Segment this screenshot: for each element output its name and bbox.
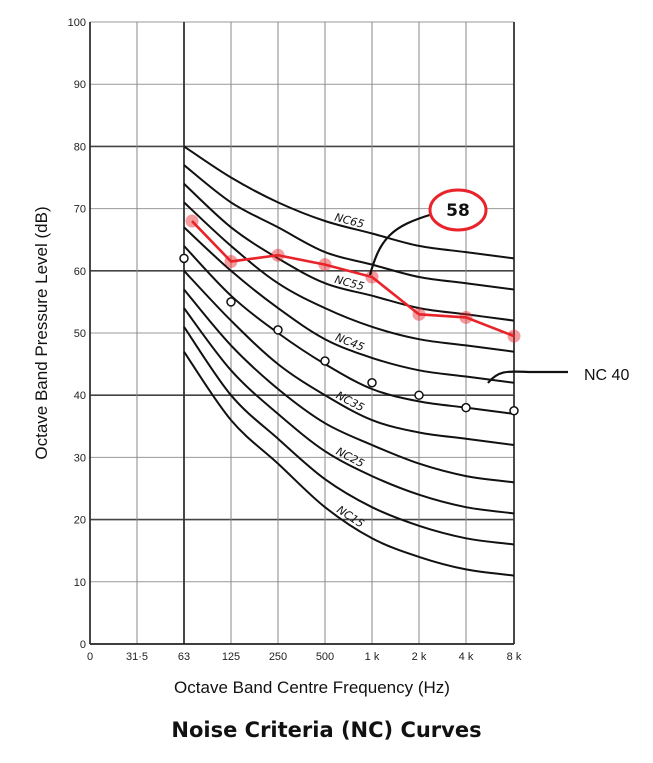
x-tick-label: 2 k (412, 651, 427, 663)
red-spectrum-point (507, 329, 521, 343)
nc-curve-1 (183, 326, 514, 546)
y-axis-label: Octave Band Pressure Level (dB) (32, 206, 51, 459)
annotation-58-leader (368, 212, 434, 276)
page-title: Noise Criteria (NC) Curves (171, 718, 482, 742)
nc-curve-6 (183, 226, 514, 384)
nc-curve-10 (183, 145, 514, 260)
x-tick-labels: 0 31·5 63 125 250 500 1 k 2 k 4 k 8 k (87, 651, 522, 663)
y-tick-label: 50 (74, 328, 86, 340)
y-tick-labels: 0 10 20 30 40 50 60 70 80 90 100 (68, 17, 86, 651)
nc-curve-5 (183, 245, 514, 415)
open-circle-point (509, 406, 519, 416)
red-spectrum-point (459, 310, 473, 324)
red-spectrum-point (318, 258, 332, 272)
x-tick-label: 31·5 (126, 651, 148, 663)
nc-curve-8 (183, 182, 514, 322)
x-tick-label: 500 (316, 651, 334, 663)
nc-curve-3 (183, 288, 514, 484)
y-tick-label: 20 (74, 515, 86, 527)
x-tick-label: 0 (87, 651, 93, 663)
x-tick-label: 250 (269, 651, 287, 663)
annotation-nc40-text: NC 40 (584, 367, 629, 384)
annotation-58-text: 58 (446, 201, 470, 221)
nc-curves (183, 145, 514, 577)
annotation-nc40-leader (487, 370, 568, 384)
y-tick-label: 60 (74, 266, 86, 278)
red-spectrum-point (412, 307, 426, 321)
red-spectrum-point (185, 214, 199, 228)
annotation-58-ring (428, 188, 488, 232)
nc-curve-2 (183, 307, 514, 515)
open-circle-point (179, 253, 189, 264)
nc-curve-9 (183, 164, 514, 291)
open-circle-point (273, 325, 283, 335)
x-tick-label: 8 k (507, 651, 522, 663)
grid (89, 21, 515, 645)
nc-curve-0 (183, 351, 514, 577)
x-tick-label: 4 k (459, 651, 474, 663)
open-circle-point (414, 390, 424, 400)
red-spectrum-point (271, 248, 285, 262)
red-spectrum-point (224, 254, 238, 268)
nc-curve-4 (183, 270, 514, 446)
annotation-nc40: NC 40 (487, 367, 629, 384)
nc-chart: 0 10 20 30 40 50 60 70 80 90 100 0 31·5 63 125 250 500 1… (32, 17, 629, 697)
open-circle-point (320, 356, 330, 366)
y-tick-label: 70 (74, 204, 86, 216)
series (179, 214, 521, 416)
x-axis-label: Octave Band Centre Frequency (Hz) (174, 678, 450, 697)
x-tick-label: 1 k (365, 651, 380, 663)
y-tick-label: 30 (74, 452, 86, 464)
nc-curve-7 (183, 201, 514, 353)
y-tick-label: 10 (74, 577, 86, 589)
y-tick-label: 100 (68, 17, 86, 29)
y-tick-label: 90 (74, 79, 86, 91)
y-tick-label: 40 (74, 390, 86, 402)
red-spectrum-point (365, 270, 379, 284)
x-tick-label: 125 (222, 651, 240, 663)
open-circle-point (367, 378, 377, 388)
open-circle-point (226, 297, 236, 307)
y-tick-label: 0 (80, 639, 86, 651)
x-tick-label: 63 (178, 651, 190, 663)
open-circle-point (461, 402, 471, 413)
annotation-58: 58 (368, 188, 488, 276)
y-tick-label: 80 (74, 141, 86, 153)
red-spectrum-line (191, 220, 515, 338)
